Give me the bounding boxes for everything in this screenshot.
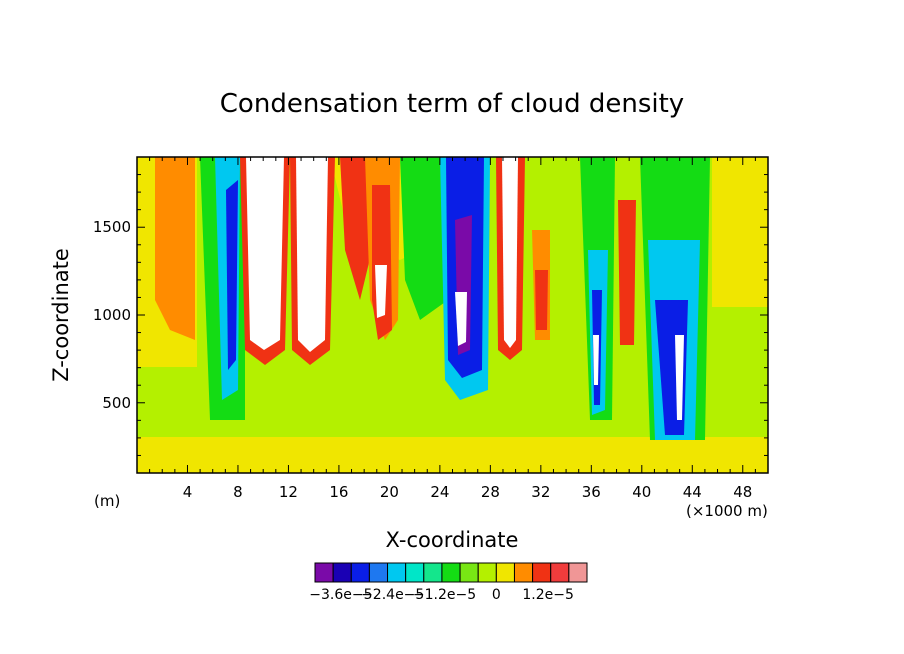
colorbar: −3.6e−5−2.4e−5−1.2e−5 0 1.2e−5: [309, 562, 588, 603]
field-white-right: [502, 157, 518, 348]
x-tick-label: 4: [183, 483, 193, 501]
x-unit-label: (×1000 m): [686, 502, 768, 520]
x-tick-label: 36: [582, 483, 601, 501]
x-tick-label: 24: [430, 483, 449, 501]
y-unit-label: (m): [94, 492, 120, 510]
field-right-yellow: [712, 157, 768, 307]
field-left-orange: [155, 157, 195, 340]
x-axis: 4 8 12 16 20 24 28 32 36 40 44 48: [149, 157, 756, 501]
y-tick-label: 1000: [93, 306, 131, 324]
colorbar-tick-label: −2.4e−5: [361, 587, 424, 603]
x-tick-label: 12: [279, 483, 298, 501]
colorbar-swatch: [368, 562, 389, 583]
colorbar-tick-label: 1.2e−5: [522, 587, 574, 603]
field-white-core-2: [296, 157, 328, 352]
y-tick-label: 1500: [93, 218, 131, 236]
x-tick-label: 8: [233, 483, 243, 501]
field-white-right-2: [675, 335, 684, 420]
x-tick-label: 16: [329, 483, 348, 501]
y-axis-label: Z-coordinate: [49, 248, 73, 382]
x-tick-label: 40: [632, 483, 651, 501]
field-red-center-2: [372, 185, 392, 340]
field-lower-band: [137, 437, 768, 473]
chart-title: Condensation term of cloud density: [220, 89, 684, 119]
x-tick-label: 20: [380, 483, 399, 501]
field-white-center: [375, 265, 387, 318]
colorbar-swatch: [387, 562, 407, 583]
field-white-mid: [455, 292, 467, 346]
field-red-right-3: [618, 200, 636, 345]
colorbar-swatch: [513, 562, 534, 583]
field-white-right-1: [593, 335, 599, 385]
x-tick-label: 48: [733, 483, 752, 501]
colorbar-swatch: [495, 562, 515, 583]
plot-area: [137, 157, 768, 473]
y-tick-label: 500: [102, 394, 131, 412]
colorbar-swatch: [423, 562, 443, 583]
colorbar-tick-label: −1.2e−5: [413, 587, 476, 603]
colorbar-swatch: [350, 562, 370, 583]
colorbar-tick-label: 0: [492, 587, 501, 603]
colorbar-swatch: [568, 562, 588, 583]
x-axis-label: X-coordinate: [386, 528, 519, 552]
colorbar-swatch: [332, 562, 352, 583]
x-tick-label: 32: [531, 483, 550, 501]
field-red-right-2: [535, 270, 548, 330]
x-tick-label: 44: [683, 483, 702, 501]
colorbar-swatch: [550, 562, 570, 583]
field-red-center: [340, 157, 372, 300]
colorbar-tick-label: −3.6e−5: [309, 587, 372, 603]
field-white-core-1: [246, 157, 284, 350]
field-blue-left: [226, 180, 238, 370]
colorbar-swatch: [532, 562, 552, 583]
colorbar-swatch: [459, 562, 479, 583]
field-green-mid: [400, 157, 450, 320]
colorbar-swatch: [314, 562, 334, 583]
colorbar-swatch: [405, 562, 425, 583]
colorbar-swatch: [477, 562, 497, 583]
x-tick-label: 28: [481, 483, 500, 501]
colorbar-swatch: [441, 562, 461, 583]
y-axis: 500 1000 1500: [93, 174, 768, 456]
